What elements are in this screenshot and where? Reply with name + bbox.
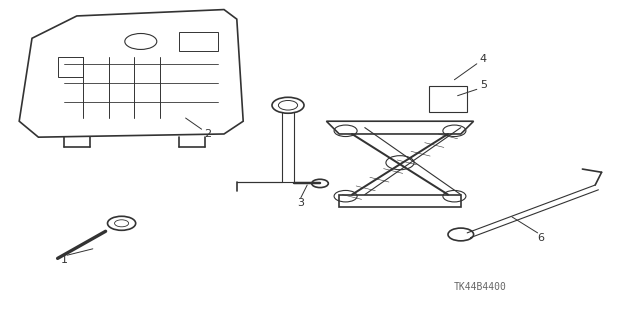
Text: 2: 2 bbox=[204, 129, 212, 139]
Text: 6: 6 bbox=[538, 233, 544, 243]
Text: 4: 4 bbox=[479, 54, 487, 64]
Text: 3: 3 bbox=[298, 197, 304, 208]
Text: TK44B4400: TK44B4400 bbox=[454, 282, 506, 292]
Text: 5: 5 bbox=[480, 79, 486, 90]
Text: 1: 1 bbox=[61, 255, 67, 265]
